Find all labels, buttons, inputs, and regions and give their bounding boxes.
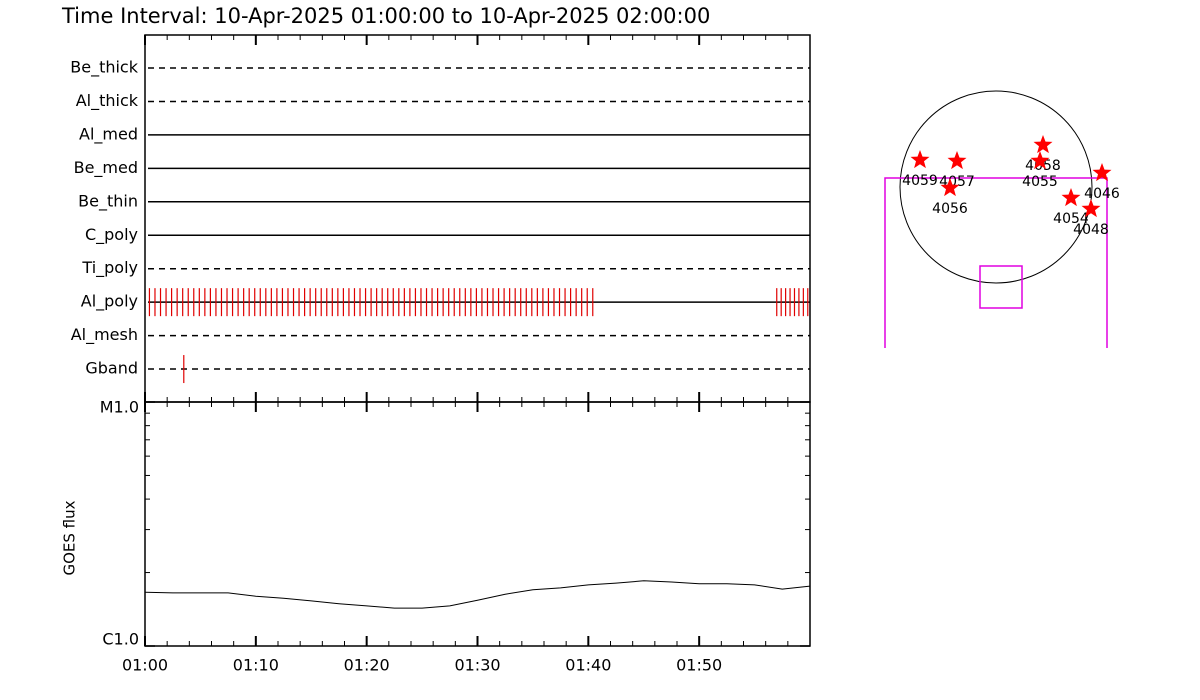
x-tick-label: 01:20: [344, 656, 390, 675]
fov-box: [979, 265, 1023, 309]
row-label: Al_mesh: [71, 325, 138, 345]
timeline-frame: [144, 34, 811, 403]
x-tick-label: 01:00: [122, 656, 168, 675]
region-label: 4055: [1022, 174, 1058, 190]
fov-outline: [884, 177, 1108, 348]
region-label: 4059: [902, 173, 938, 189]
row-label: Al_thick: [76, 91, 139, 111]
x-tick-label: 01:10: [233, 656, 279, 675]
chart-title: Time Interval: 10-Apr-2025 01:00:00 to 1…: [61, 4, 710, 28]
region-star: [1081, 199, 1101, 218]
x-tick-label: 01:30: [454, 656, 500, 675]
row-label: Ti_poly: [81, 258, 138, 278]
x-tick-label: 01:50: [676, 656, 722, 675]
region-star: [1061, 188, 1081, 207]
region-label: 4054: [1053, 211, 1089, 227]
region-label: 4046: [1084, 186, 1120, 202]
region-star: [1030, 151, 1050, 170]
goes-curve: [144, 580, 811, 609]
region-star: [947, 151, 967, 170]
row-label: Al_poly: [81, 292, 138, 312]
row-label: C_poly: [85, 225, 138, 245]
row-label: Al_med: [79, 124, 138, 144]
y-tick-label: C1.0: [102, 630, 139, 649]
goes-frame: [144, 401, 811, 647]
region-star: [940, 178, 960, 197]
region-star: [910, 150, 930, 169]
region-star: [1092, 163, 1112, 182]
x-tick-label: 01:40: [565, 656, 611, 675]
row-label: Be_med: [74, 158, 138, 178]
y-axis-title: GOES flux: [61, 500, 79, 575]
solar-disk: [899, 90, 1093, 284]
row-label: Be_thick: [70, 58, 138, 78]
row-label: Be_thin: [78, 191, 138, 211]
region-label: 4056: [932, 201, 968, 217]
region-star: [1033, 135, 1053, 154]
row-label: Gband: [85, 359, 138, 378]
y-tick-label: M1.0: [100, 398, 139, 417]
region-label: 4048: [1073, 222, 1109, 238]
